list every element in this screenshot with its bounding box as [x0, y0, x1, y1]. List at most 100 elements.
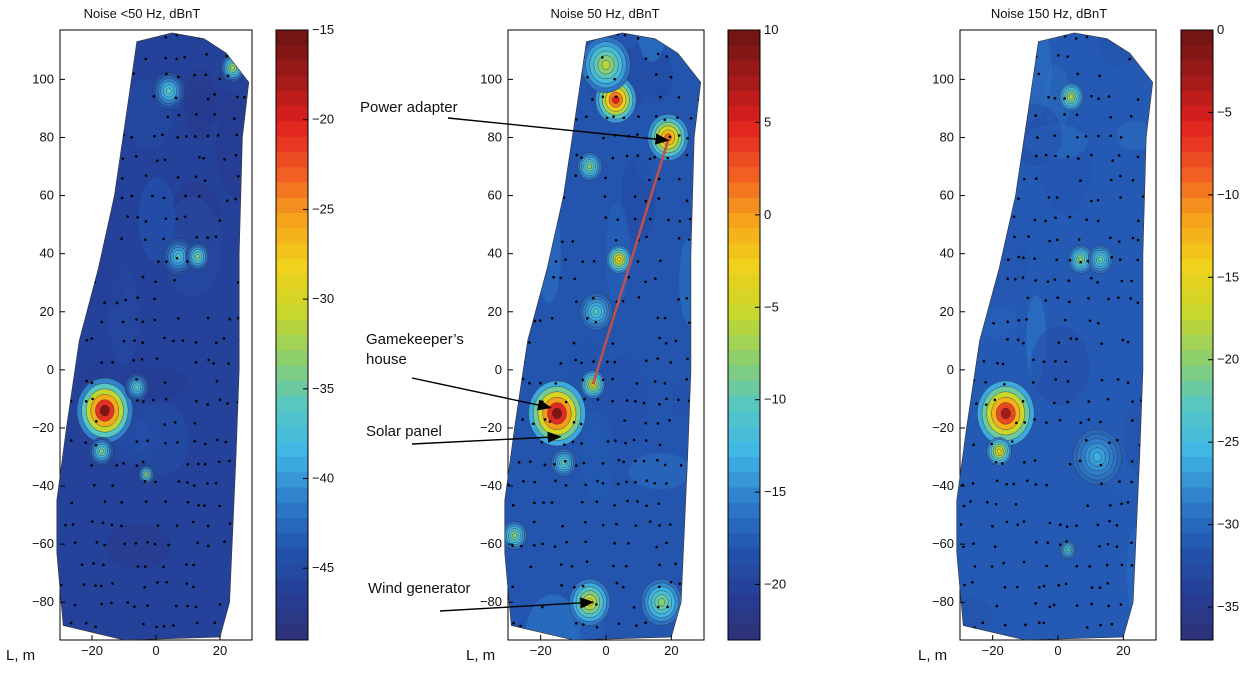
colorbar-segment — [728, 91, 760, 107]
y-tick-label: −20 — [932, 420, 954, 435]
panel-3-axis-unit: L, m — [918, 647, 947, 664]
colorbar-segment — [276, 365, 308, 382]
colorbar-segment — [728, 304, 760, 321]
colorbar-segment — [1181, 45, 1213, 61]
annotation-power-adapter: Power adapter — [360, 99, 458, 116]
panel-2-axis-unit: L, m — [466, 647, 495, 664]
colorbar-segment — [1181, 228, 1213, 244]
colorbar-frame — [1180, 29, 1214, 641]
colorbar-segment — [276, 60, 308, 77]
colorbar-segment — [276, 319, 308, 336]
colorbar-segment — [728, 274, 760, 290]
panel-1-colorbar: −45 −40 −35 −30 −25 −20 −15 — [275, 22, 334, 641]
colorbar-segment — [1181, 258, 1213, 275]
colorbar-segment — [1181, 533, 1213, 549]
colorbar-segment — [1181, 121, 1213, 138]
annotation-arrow — [411, 431, 562, 445]
colorbar-segment — [276, 518, 308, 534]
hotspot-4 — [1088, 245, 1113, 274]
colorbar-segment — [276, 45, 308, 61]
colorbar-segment — [1181, 30, 1213, 46]
y-tick-label: 100 — [932, 71, 954, 86]
x-tick-label: 0 — [1054, 643, 1061, 658]
panel-2-plot: −20 0 20 −80 −60 −40 −20 0 20 40 60 80 100 — [480, 29, 705, 658]
hotspot-9 — [579, 292, 613, 331]
colorbar-tick-label: −20 — [1217, 352, 1239, 367]
panel-3-plot: −20 0 20 −80 −60 −40 −20 0 20 40 60 80 100 — [932, 29, 1157, 658]
colorbar-segment — [1181, 472, 1213, 488]
colorbar-segment — [1181, 197, 1213, 214]
colorbar-segment — [1181, 304, 1213, 321]
colorbar-segment — [1181, 182, 1213, 199]
colorbar-segment — [1181, 243, 1213, 260]
x-tick-label: 0 — [152, 643, 159, 658]
colorbar-segment — [276, 228, 308, 244]
x-tick-label: 20 — [213, 643, 227, 658]
y-tick-label: 0 — [495, 362, 502, 377]
colorbar-segment — [728, 167, 760, 183]
colorbar-segment — [728, 472, 760, 488]
colorbar-segment — [276, 609, 308, 626]
colorbar-segment — [276, 457, 308, 473]
colorbar-segment — [276, 136, 308, 153]
colorbar-tick-label: −20 — [764, 577, 786, 592]
noise-patch — [956, 597, 994, 633]
colorbar-tick-label: −15 — [1217, 269, 1239, 284]
colorbar-segment — [728, 548, 760, 565]
colorbar-segment — [728, 30, 760, 46]
annotation-arrow — [447, 117, 670, 145]
colorbar-segment — [1181, 335, 1213, 351]
colorbar-segment — [1181, 579, 1213, 595]
colorbar-segment — [1181, 502, 1213, 519]
noise-patch — [1116, 121, 1153, 151]
colorbar-segment — [1181, 396, 1213, 412]
panel-2-colorbar: −20 −15 −10 −5 0 5 10 — [727, 22, 786, 641]
hotspot-6 — [138, 464, 155, 484]
colorbar-segment — [276, 563, 308, 580]
colorbar-tick-label: −5 — [1217, 104, 1232, 119]
colorbar-tick-label: −25 — [1217, 434, 1239, 449]
hotspot-7 — [606, 245, 632, 274]
annotation-gamekeepers-house-line2: house — [366, 351, 407, 368]
colorbar-segment — [728, 563, 760, 580]
colorbar-segment — [728, 228, 760, 244]
colorbar-segment — [276, 182, 308, 199]
colorbar-tick-label: −40 — [312, 471, 334, 486]
hotspot-8 — [581, 36, 631, 93]
y-tick-label: −80 — [932, 594, 954, 609]
colorbar-segment — [728, 136, 760, 153]
colorbar-segment — [728, 396, 760, 412]
colorbar-segment — [1181, 411, 1213, 427]
x-tick-label: 20 — [1116, 643, 1130, 658]
colorbar-segment — [1181, 167, 1213, 183]
colorbar-segment — [276, 502, 308, 519]
colorbar-tick-label: 0 — [1217, 22, 1224, 37]
x-tick-label: −20 — [982, 643, 1004, 658]
colorbar-tick-label: −5 — [764, 299, 779, 314]
y-tick-label: −20 — [32, 420, 54, 435]
colorbar-segment — [1181, 365, 1213, 382]
colorbar-segment — [728, 60, 760, 77]
y-tick-label: −40 — [32, 478, 54, 493]
colorbar-segment — [1181, 487, 1213, 504]
y-tick-label: −60 — [32, 536, 54, 551]
x-tick-label: 20 — [664, 643, 678, 658]
panel-3-colorbar: −35 −30 −25 −20 −15 −10 −5 0 — [1180, 22, 1239, 641]
hotspot-5 — [185, 242, 210, 271]
colorbar-segment — [728, 319, 760, 336]
panel-3-title: Noise 150 Hz, dBnT — [991, 6, 1107, 21]
colorbar-tick-label: −35 — [1217, 599, 1239, 614]
y-tick-label: 60 — [940, 188, 954, 203]
hotspot-3 — [1068, 245, 1094, 274]
colorbar-segment — [1181, 152, 1213, 168]
colorbar-segment — [728, 457, 760, 473]
colorbar-tick-label: 10 — [764, 22, 778, 37]
colorbar-segment — [728, 609, 760, 626]
colorbar-segment — [276, 91, 308, 107]
x-tick-label: −20 — [81, 643, 103, 658]
colorbar-segment — [1181, 380, 1213, 397]
panel-1-title: Noise <50 Hz, dBnT — [84, 6, 201, 21]
colorbar-tick-label: −15 — [312, 22, 334, 37]
noise-patch — [1030, 325, 1090, 406]
colorbar-segment — [276, 75, 308, 92]
